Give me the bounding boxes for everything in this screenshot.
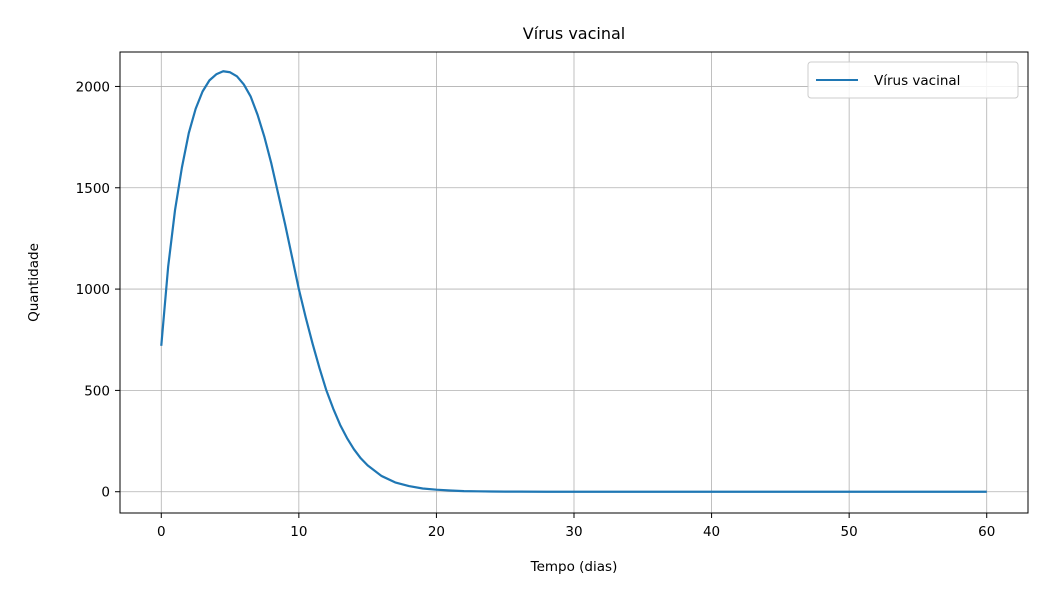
- x-tick-label: 10: [290, 524, 307, 540]
- x-tick-label: 20: [428, 524, 445, 540]
- y-tick-label: 1500: [76, 181, 110, 197]
- x-tick-label: 0: [157, 524, 166, 540]
- series-line: [160, 70, 987, 493]
- y-tick-label: 1000: [76, 282, 110, 298]
- x-tick-label: 50: [841, 524, 858, 540]
- y-axis-title: Quantidade: [26, 243, 42, 322]
- series-layer: [160, 70, 987, 493]
- legend-entry-label: Vírus vacinal: [874, 73, 960, 89]
- grid-lines: [120, 52, 1028, 513]
- x-tick-label: 30: [565, 524, 582, 540]
- y-tick-label: 0: [101, 485, 110, 501]
- y-tick-label: 2000: [76, 79, 110, 95]
- chart-title: Vírus vacinal: [523, 24, 625, 43]
- x-tick-label: 40: [703, 524, 720, 540]
- legend-box: [807, 61, 1019, 99]
- x-axis-title: Tempo (dias): [530, 559, 618, 575]
- axis-ticks: 0 10 20 30 40 50 60 0 500 1000 1500 2000: [76, 79, 996, 540]
- y-tick-label: 500: [84, 383, 110, 399]
- x-tick-label: 60: [978, 524, 995, 540]
- legend: Vírus vacinal: [807, 61, 1019, 99]
